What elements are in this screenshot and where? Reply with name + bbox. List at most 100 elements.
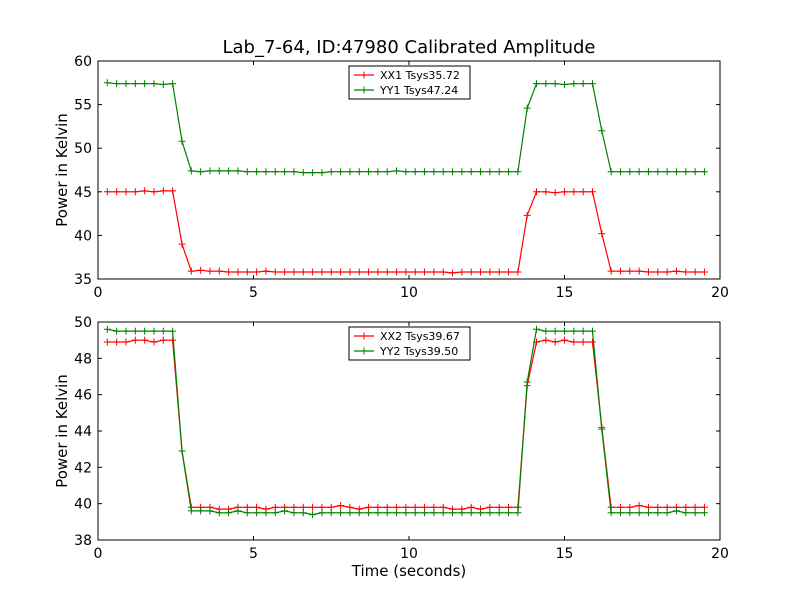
data-point-1-2-46 <box>533 80 541 88</box>
data-point-1-2-18 <box>271 168 279 176</box>
data-point-2-2-33 <box>411 509 419 517</box>
y-tick-label-2-3: 44 <box>74 424 92 440</box>
data-point-2-1-57 <box>635 501 643 509</box>
data-point-1-2-27 <box>355 168 363 176</box>
series-1-2 <box>103 79 708 177</box>
data-point-1-2-22 <box>309 169 317 177</box>
data-point-1-1-63 <box>691 268 699 276</box>
data-point-1-2-19 <box>281 168 289 176</box>
data-point-2-1-50 <box>570 338 578 346</box>
data-point-2-2-2 <box>122 327 130 335</box>
y-tick-label-1-0: 35 <box>74 272 92 288</box>
data-point-1-1-11 <box>206 267 214 275</box>
data-point-1-1-22 <box>309 268 317 276</box>
data-point-1-2-37 <box>449 168 457 176</box>
data-point-1-1-15 <box>243 268 251 276</box>
data-point-1-2-1 <box>113 80 121 88</box>
data-point-2-2-12 <box>215 509 223 517</box>
data-point-2-2-51 <box>579 327 587 335</box>
legend-marker-2-1 <box>360 332 368 340</box>
data-point-1-1-37 <box>449 269 457 277</box>
data-point-1-2-38 <box>458 168 466 176</box>
data-point-1-1-31 <box>393 268 401 276</box>
data-point-2-2-21 <box>299 509 307 517</box>
data-point-1-1-46 <box>533 188 541 196</box>
data-point-2-2-10 <box>197 507 205 515</box>
data-point-2-2-37 <box>449 509 457 517</box>
data-point-1-2-39 <box>467 168 475 176</box>
data-point-1-1-45 <box>523 211 531 219</box>
data-point-2-2-56 <box>626 509 634 517</box>
data-point-1-1-19 <box>281 268 289 276</box>
data-point-1-2-12 <box>215 167 223 175</box>
data-point-2-2-0 <box>103 325 111 333</box>
data-point-1-2-16 <box>253 168 261 176</box>
data-point-1-1-25 <box>337 268 345 276</box>
data-point-2-1-49 <box>561 336 568 344</box>
data-point-2-2-22 <box>309 511 317 519</box>
data-point-1-2-60 <box>663 168 671 176</box>
data-point-1-2-55 <box>616 168 624 176</box>
data-point-2-2-13 <box>225 509 233 517</box>
data-point-1-2-24 <box>327 168 335 176</box>
data-point-1-1-0 <box>103 188 111 196</box>
data-point-1-2-28 <box>365 168 373 176</box>
data-point-1-1-61 <box>672 267 680 275</box>
series-2-2 <box>103 325 708 519</box>
data-point-1-2-11 <box>206 167 214 175</box>
x-axis-label-2: Time (seconds) <box>351 562 467 580</box>
data-point-1-1-26 <box>346 268 354 276</box>
data-point-2-2-41 <box>486 509 494 517</box>
data-point-2-2-4 <box>141 327 149 335</box>
data-point-1-2-5 <box>150 80 158 88</box>
data-point-1-2-51 <box>579 80 587 88</box>
x-tick-label-1-1: 5 <box>249 285 258 301</box>
data-point-1-2-26 <box>346 168 354 176</box>
data-point-1-2-42 <box>495 168 503 176</box>
data-point-1-1-52 <box>588 188 596 196</box>
data-point-2-2-38 <box>458 509 466 517</box>
data-point-1-2-58 <box>644 168 652 176</box>
series-1-1 <box>103 187 708 277</box>
data-point-1-2-2 <box>122 80 130 88</box>
data-point-2-1-3 <box>131 336 139 344</box>
data-point-1-2-36 <box>439 168 447 176</box>
data-point-1-1-17 <box>262 267 270 275</box>
data-point-1-1-54 <box>607 267 615 275</box>
data-point-2-2-20 <box>290 509 298 517</box>
data-point-1-1-44 <box>514 268 522 276</box>
data-point-1-2-8 <box>178 137 186 145</box>
data-point-2-2-3 <box>131 327 139 335</box>
data-point-1-2-54 <box>607 168 615 176</box>
y-tick-label-2-2: 42 <box>74 460 92 476</box>
data-point-2-2-50 <box>570 327 578 335</box>
data-point-2-2-60 <box>663 509 671 517</box>
y-tick-label-1-1: 40 <box>74 228 92 244</box>
data-point-2-2-45 <box>523 378 531 386</box>
data-point-1-2-34 <box>421 168 429 176</box>
data-point-2-2-61 <box>672 507 680 515</box>
data-point-1-1-62 <box>682 268 690 276</box>
subplot-1: Lab_7-64, ID:47980 Calibrated Amplitude 0… <box>53 37 729 301</box>
data-point-1-1-48 <box>551 189 559 197</box>
data-point-2-2-42 <box>495 509 503 517</box>
y-tick-label-2-6: 50 <box>74 315 92 331</box>
data-point-2-1-22 <box>309 503 317 511</box>
data-point-1-1-47 <box>542 188 550 196</box>
data-point-1-1-10 <box>197 266 205 274</box>
y-tick-label-1-4: 55 <box>74 98 92 114</box>
data-point-1-1-13 <box>225 268 233 276</box>
data-point-2-2-57 <box>635 509 643 517</box>
data-point-1-2-21 <box>299 169 307 177</box>
data-point-2-2-52 <box>588 327 596 335</box>
data-point-2-2-28 <box>365 509 373 517</box>
data-point-1-1-50 <box>570 188 578 196</box>
data-point-2-2-43 <box>505 509 513 517</box>
data-point-1-1-27 <box>355 268 363 276</box>
data-point-1-1-40 <box>477 268 485 276</box>
data-point-2-1-6 <box>159 336 167 344</box>
data-point-1-2-10 <box>197 168 205 176</box>
data-point-2-2-19 <box>281 507 289 515</box>
data-point-1-1-23 <box>318 268 326 276</box>
